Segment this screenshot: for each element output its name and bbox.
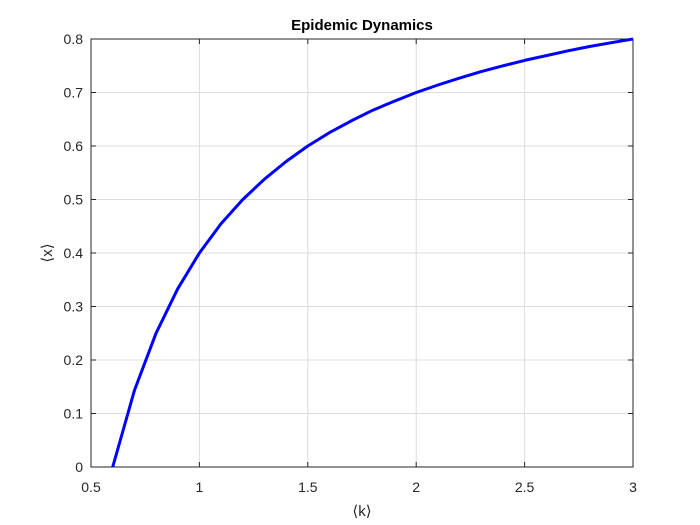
x-tick-label: 0.5 [81, 479, 101, 495]
x-axis-label: ⟨k⟩ [352, 503, 371, 520]
y-tick-label: 0.3 [64, 299, 84, 315]
x-tick-label: 1 [196, 479, 204, 495]
x-tick-label: 3 [629, 479, 637, 495]
y-axis-label: ⟨x⟩ [39, 243, 56, 262]
y-tick-label: 0.8 [64, 31, 84, 47]
y-tick-label: 0 [75, 459, 83, 475]
y-tick-label: 0.1 [64, 406, 84, 422]
y-tick-label: 0.5 [64, 192, 84, 208]
x-tick-label: 2 [412, 479, 420, 495]
y-tick-label: 0.7 [64, 85, 84, 101]
x-tick-label: 2.5 [515, 479, 535, 495]
series-line [111, 37, 634, 468]
y-tick-label: 0.2 [64, 352, 84, 368]
y-tick-label: 0.4 [64, 245, 84, 261]
x-tick-label: 1.5 [298, 479, 318, 495]
series-layer [111, 37, 634, 468]
y-tick-label: 0.6 [64, 138, 84, 154]
chart-title: Epidemic Dynamics [291, 17, 433, 34]
axis-ticks: 0.5 1 1.5 2 2.5 3 0 0.1 0.2 0.3 0.4 0.5 0.6 0.7 0.8 [64, 31, 638, 495]
